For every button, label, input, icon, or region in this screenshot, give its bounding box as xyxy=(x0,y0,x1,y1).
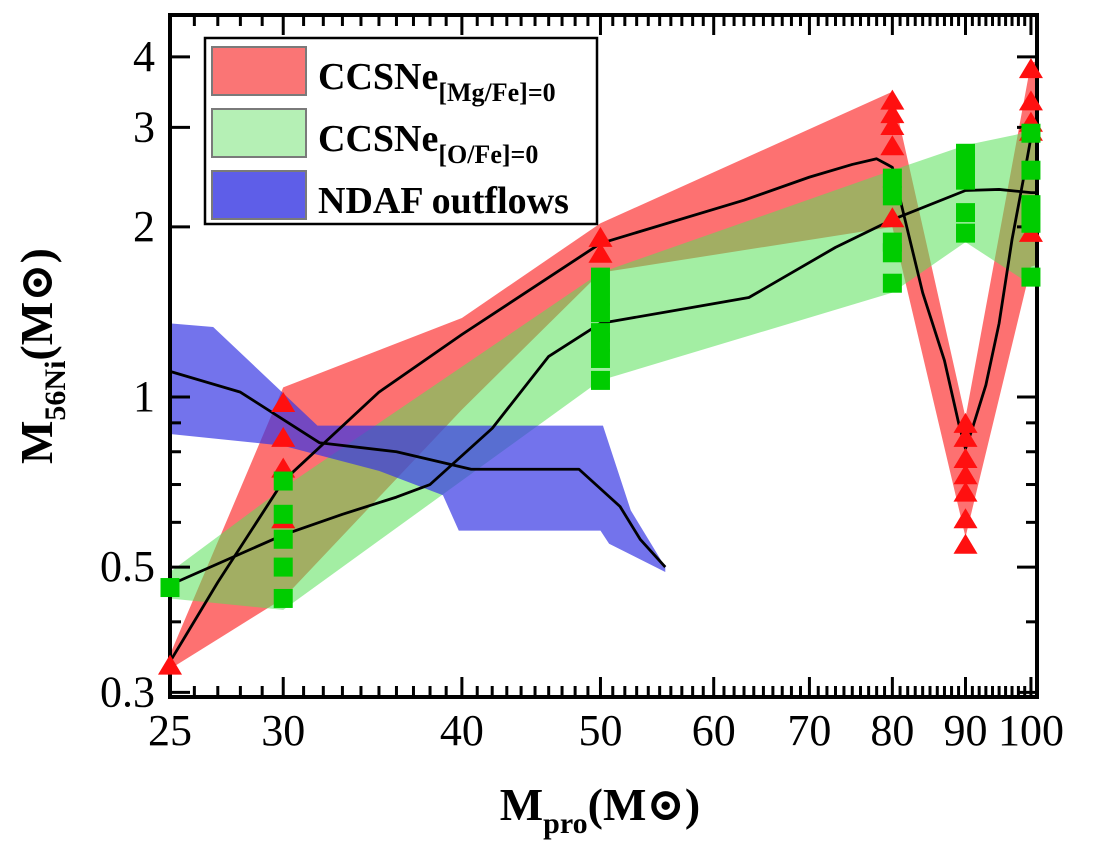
x-tick-label: 40 xyxy=(440,706,484,755)
red-triangle-marker xyxy=(953,447,978,468)
legend-label-ccsne-mgfe: CCSNe[Mg/Fe]=0 xyxy=(318,56,556,107)
green-square-marker xyxy=(160,578,180,598)
green-square-marker xyxy=(956,203,976,223)
y-tick-label: 1 xyxy=(133,372,155,421)
legend-swatch-ndaf-outflows xyxy=(211,170,307,220)
x-tick-label: 30 xyxy=(261,706,305,755)
red-triangle-marker xyxy=(953,412,978,433)
red-triangle-marker xyxy=(271,391,296,412)
red-triangle-marker xyxy=(271,426,296,447)
legend-label-ndaf-outflows: NDAF outflows xyxy=(318,180,569,222)
green-square-marker xyxy=(590,348,610,368)
green-square-marker xyxy=(1021,160,1041,180)
red-triangle-marker xyxy=(158,654,182,675)
green-square-marker xyxy=(590,267,610,287)
green-square-marker xyxy=(273,588,293,608)
green-square-marker xyxy=(273,529,293,549)
red-triangle-marker xyxy=(880,207,905,228)
red-triangle-marker xyxy=(953,508,978,529)
green-square-marker xyxy=(590,286,610,306)
green-square-marker xyxy=(882,168,902,188)
green-square-marker xyxy=(956,153,976,173)
legend-swatch-ccsne-mgfe xyxy=(211,46,307,96)
axes-frame-layer xyxy=(168,13,1039,699)
bands-layer xyxy=(170,61,1037,670)
y-tick-label: 4 xyxy=(133,32,155,81)
red-triangle-marker xyxy=(953,464,978,485)
plot-frame xyxy=(168,13,1039,699)
y-tick-label: 0.5 xyxy=(100,542,155,591)
mean-lines-layer xyxy=(170,130,1037,663)
red-triangle-marker xyxy=(880,89,905,110)
red-triangle-marker xyxy=(880,103,905,124)
x-tick-label: 100 xyxy=(998,706,1064,755)
tick-labels-layer: 25 30 40 50 60 70 80 90 100 4 3 2 1 0.5 0.3 xyxy=(100,32,1064,755)
green-square-marker xyxy=(1021,267,1041,287)
legend-label-ccsne-ofe: CCSNe[O/Fe]=0 xyxy=(318,118,538,169)
green-square-marker xyxy=(882,273,902,293)
y-tick-label: 3 xyxy=(133,102,155,151)
red-triangle-marker xyxy=(953,481,978,502)
x-tick-label: 50 xyxy=(578,706,622,755)
red-triangle-marker xyxy=(588,242,613,263)
legend-swatch-ccsne-ofe xyxy=(211,108,307,158)
green-square-marker xyxy=(273,557,293,577)
red-triangle-marker xyxy=(1018,58,1043,79)
ccsne-ofe-mean-line xyxy=(170,188,1037,587)
green-square-marker xyxy=(1021,213,1041,233)
red-triangle-marker xyxy=(588,226,613,247)
green-square-marker xyxy=(882,243,902,263)
markers-layer xyxy=(158,58,1043,675)
green-square-marker xyxy=(1021,123,1041,143)
green-square-marker xyxy=(1021,195,1041,215)
x-tick-label: 60 xyxy=(692,706,736,755)
green-square-marker xyxy=(273,471,293,491)
x-tick-label: 80 xyxy=(870,706,914,755)
x-tick-label: 25 xyxy=(148,706,192,755)
green-square-marker xyxy=(956,170,976,190)
green-square-marker xyxy=(590,370,610,390)
ndaf-mean-line xyxy=(170,370,667,569)
red-triangle-marker xyxy=(1018,90,1043,111)
ndaf-outflows-band xyxy=(170,323,666,573)
legend: CCSNe[Mg/Fe]=0 CCSNe[O/Fe]=0 NDAF outflo… xyxy=(203,36,599,226)
y-axis-title: M56Ni(M⊙) xyxy=(11,248,72,464)
x-tick-label: 90 xyxy=(944,706,988,755)
green-square-marker xyxy=(273,504,293,524)
y-tick-label: 2 xyxy=(133,202,155,251)
ccsne-ofe-band xyxy=(170,131,1037,610)
green-square-marker xyxy=(882,186,902,206)
red-triangle-marker xyxy=(880,135,905,156)
x-tick-label: 70 xyxy=(787,706,831,755)
x-axis-title: Mpro(M⊙) xyxy=(500,779,701,840)
red-triangle-marker xyxy=(880,114,905,135)
y-tick-label: 0.3 xyxy=(100,667,155,716)
red-triangle-marker xyxy=(953,533,978,554)
ccsne-mgfe-mean-line xyxy=(170,130,1037,663)
green-square-marker xyxy=(956,223,976,243)
green-square-marker xyxy=(590,332,610,352)
red-triangle-marker xyxy=(953,426,978,447)
green-square-marker xyxy=(590,303,610,323)
